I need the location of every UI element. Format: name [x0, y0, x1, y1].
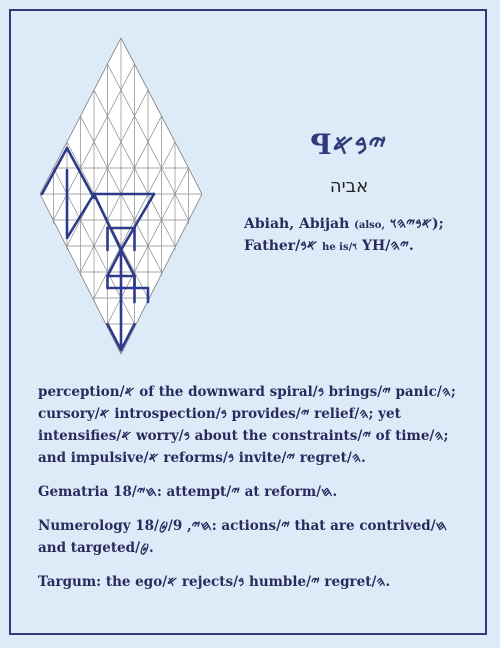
name-definition: Abiah, Abijah (also, 𐤀𐤁𐤉𐤄𐤅); Father/𐤀𐤁 h… — [244, 214, 484, 258]
interpretation-paragraph: perception/𐤀 of the downward spiral/𐤁 br… — [38, 384, 456, 466]
also-value: 𐤀𐤁𐤉𐤄𐤅); — [389, 216, 444, 232]
english-names: Abiah, Abijah — [244, 216, 350, 232]
paleo-hebrew-title: ꟼ𐤉𐤁𐤀 — [310, 128, 388, 161]
hebrew-name: אביה — [329, 176, 369, 197]
father-label: Father/𐤀𐤁 — [244, 238, 318, 254]
yh-label: YH/𐤉𐤄. — [362, 238, 414, 254]
also-label: (also, — [354, 220, 385, 231]
he-is-label: he is/𐤅 — [322, 242, 358, 253]
lattice-diagram — [40, 38, 202, 354]
targum-paragraph: Targum: the ego/𐤀 rejects/𐤁 humble/𐤉 reg… — [38, 574, 391, 590]
highlighted-glyph-path — [40, 146, 156, 352]
gematria-paragraph: Gematria 18/𐤇𐤉: attempt/𐤉 at reform/𐤇. — [38, 484, 338, 500]
numerology-paragraph: Numerology 18/𐤇𐤉, 9/𐤈: actions/𐤉 that ar… — [38, 518, 447, 556]
commentary: perception/𐤀 of the downward spiral/𐤁 br… — [38, 381, 478, 605]
